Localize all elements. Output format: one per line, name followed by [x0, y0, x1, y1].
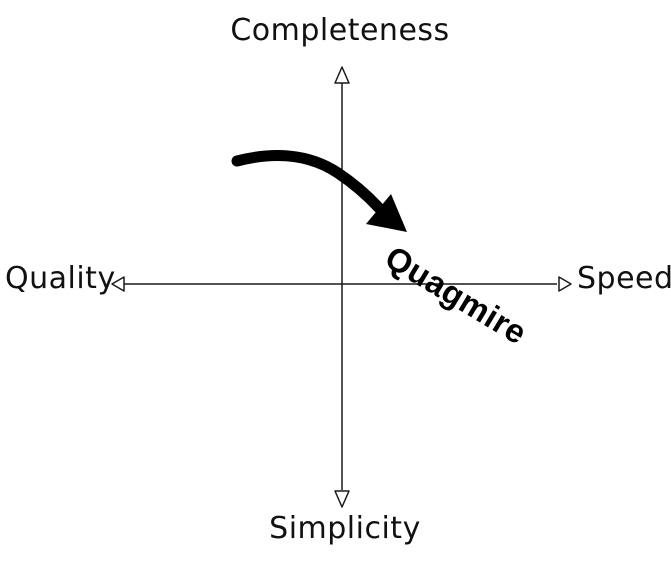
right-arrowhead-icon	[558, 276, 572, 292]
curved-trend-arrow-shaft	[231, 150, 385, 214]
axis-label-quality: Quality	[5, 261, 116, 296]
curved-trend-arrowhead-icon	[366, 194, 407, 232]
axis-label-speed: Speed	[577, 261, 671, 296]
axis-label-simplicity: Simplicity	[269, 511, 421, 546]
up-arrowhead-icon	[334, 66, 350, 84]
axis-label-completeness: Completeness	[230, 13, 450, 48]
down-arrowhead-icon	[334, 490, 350, 508]
left-arrowhead-icon	[111, 276, 125, 292]
